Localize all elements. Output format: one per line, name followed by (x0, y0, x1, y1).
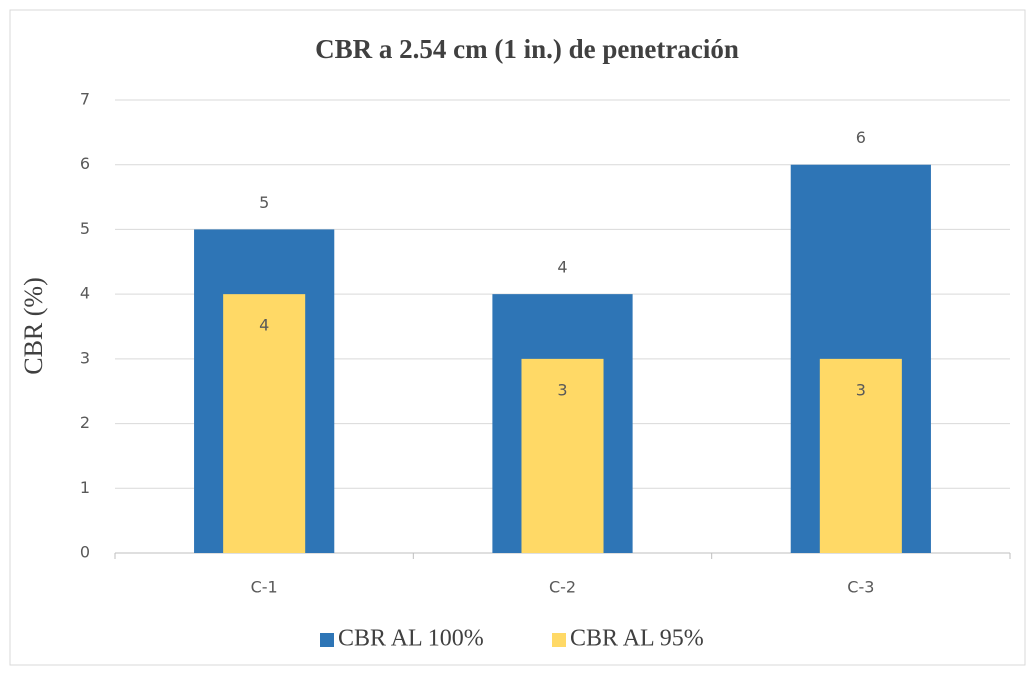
data-label: 3 (557, 380, 567, 399)
bar (521, 358, 604, 553)
x-tick-label: C-1 (251, 578, 278, 597)
y-tick-label: 3 (80, 348, 90, 367)
bar (819, 358, 902, 553)
y-tick-label: 2 (80, 413, 90, 432)
legend-swatch (552, 633, 566, 647)
y-tick-label: 1 (80, 478, 90, 497)
data-label: 6 (856, 128, 866, 147)
legend-label: CBR AL 95% (570, 626, 704, 652)
chart-title: CBR a 2.54 cm (1 in.) de penetración (315, 34, 739, 64)
legend-swatch (320, 633, 334, 647)
data-label: 5 (259, 193, 269, 212)
y-tick-label: 5 (80, 219, 90, 238)
data-label: 4 (557, 258, 567, 277)
data-label: 3 (856, 380, 866, 399)
y-tick-label: 4 (80, 284, 90, 303)
legend-label: CBR AL 100% (338, 626, 484, 652)
x-tick-label: C-2 (549, 578, 576, 597)
bar (223, 294, 306, 553)
y-tick-label: 7 (80, 90, 90, 109)
x-tick-label: C-3 (847, 578, 874, 597)
y-axis-label: CBR (%) (19, 277, 48, 375)
y-tick-label: 6 (80, 154, 90, 173)
y-tick-label: 0 (80, 543, 90, 562)
data-label: 4 (259, 316, 269, 335)
